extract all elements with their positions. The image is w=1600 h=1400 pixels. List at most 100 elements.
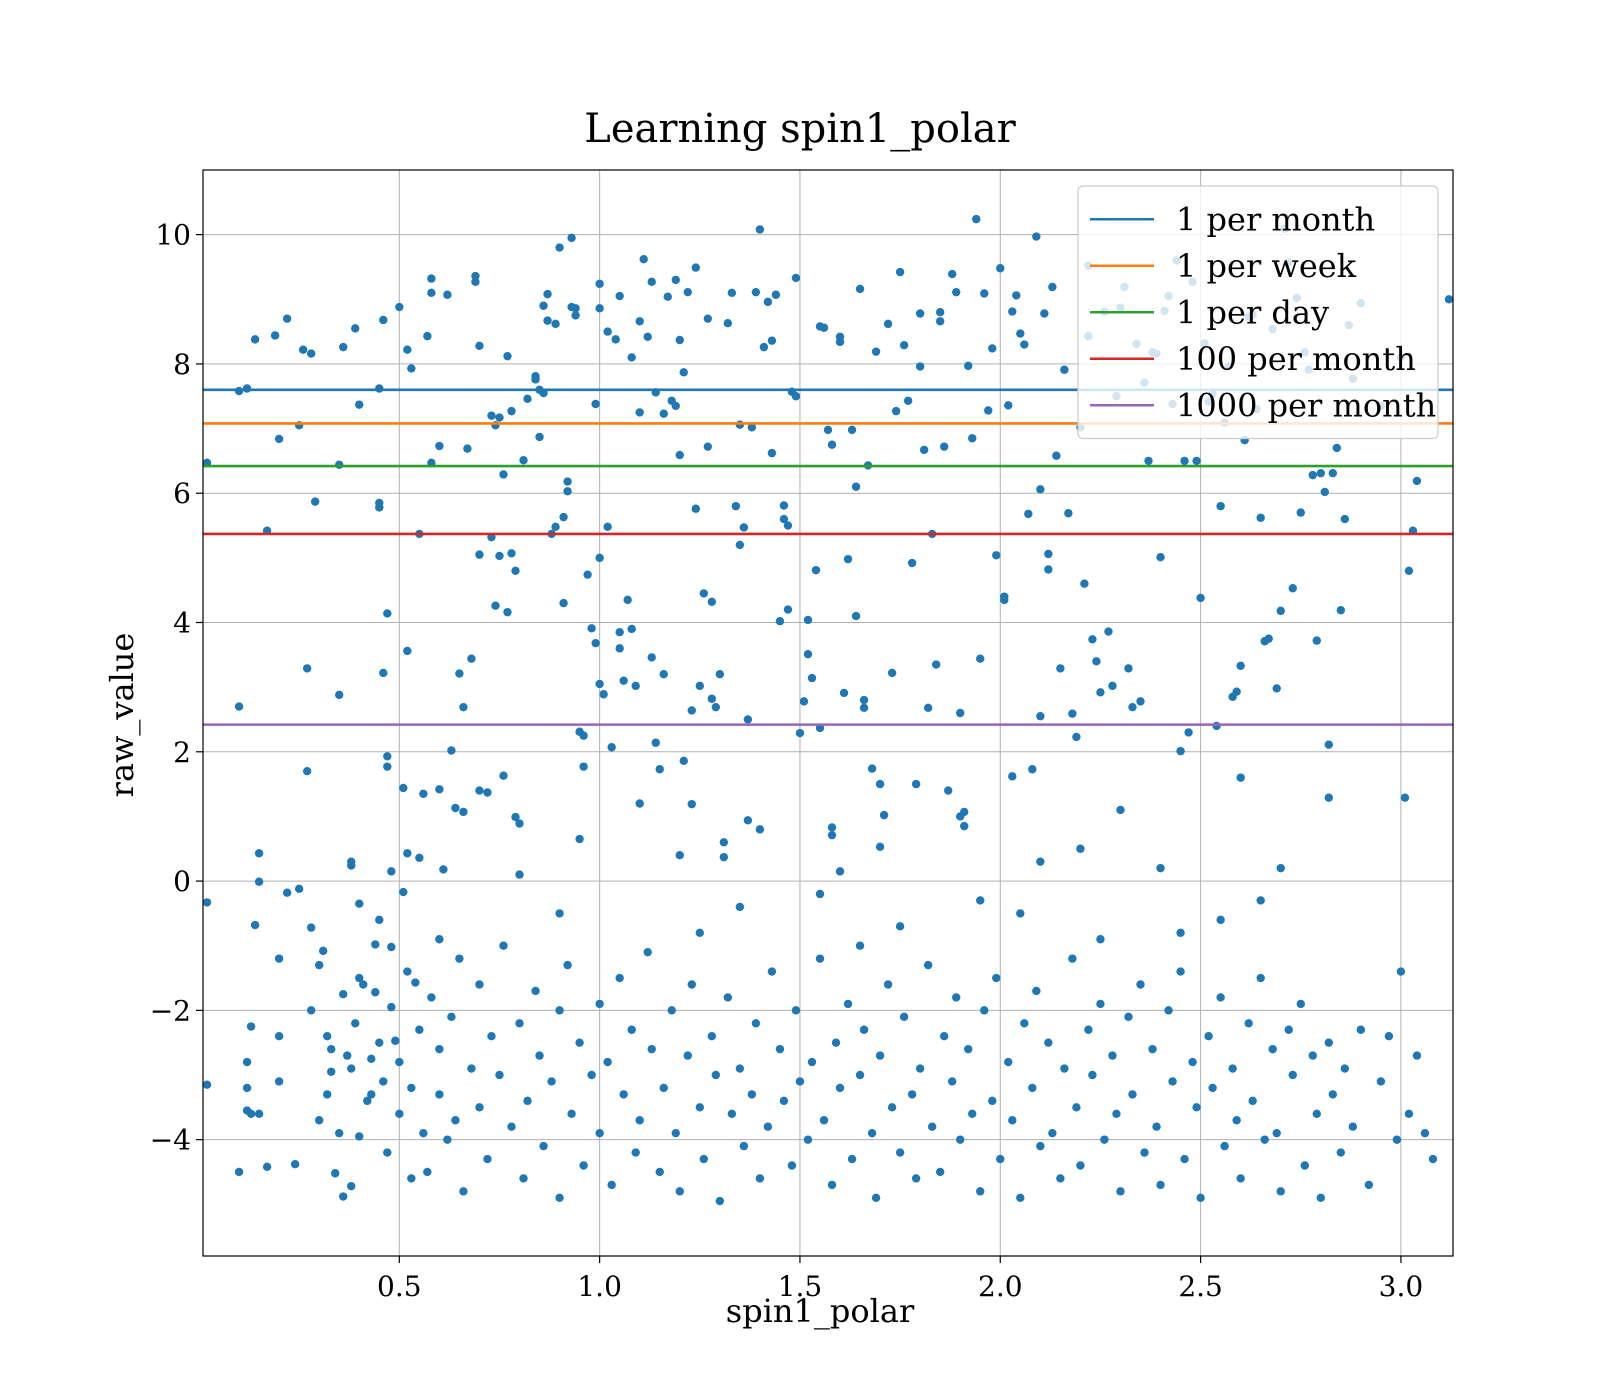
- scatter-point: [262, 1162, 272, 1171]
- scatter-point: [234, 1167, 244, 1177]
- scatter-point: [675, 1187, 684, 1196]
- scatter-point: [871, 347, 881, 356]
- scatter-point: [1020, 340, 1029, 349]
- scatter-point: [667, 1006, 676, 1015]
- scatter-point: [719, 838, 729, 847]
- scatter-point: [775, 617, 785, 626]
- scatter-point: [915, 1064, 925, 1073]
- scatter-point: [675, 335, 684, 345]
- scatter-point: [603, 522, 612, 532]
- scatter-point: [1276, 606, 1285, 616]
- scatter-point: [603, 1057, 612, 1067]
- scatter-point: [447, 1012, 456, 1022]
- scatter-point: [943, 786, 953, 795]
- scatter-point: [274, 1032, 284, 1041]
- scatter-point: [419, 1128, 428, 1138]
- scatter-point: [1412, 476, 1422, 486]
- scatter-point: [579, 731, 588, 740]
- scatter-point: [791, 273, 801, 283]
- scatter-point: [383, 752, 392, 761]
- scatter-point: [747, 423, 757, 432]
- scatter-point: [643, 947, 652, 957]
- scatter-point: [1076, 1161, 1085, 1170]
- scatter-point: [539, 1141, 548, 1151]
- scatter-point: [643, 332, 652, 341]
- scatter-point: [859, 1025, 869, 1034]
- scatter-point: [1084, 1025, 1093, 1034]
- scatter-point: [615, 644, 624, 653]
- scatter-point: [351, 324, 360, 333]
- scatter-point: [984, 406, 993, 415]
- scatter-point: [427, 993, 436, 1002]
- scatter-point: [1068, 954, 1077, 963]
- scatter-point: [503, 607, 512, 617]
- scatter-point: [651, 738, 660, 747]
- scatter-point: [839, 688, 849, 698]
- scatter-point: [755, 225, 765, 234]
- scatter-point: [555, 909, 564, 918]
- scatter-point: [899, 1012, 909, 1022]
- scatter-point: [1296, 999, 1305, 1009]
- scatter-point: [683, 287, 692, 297]
- scatter-point: [647, 653, 656, 662]
- scatter-point: [407, 364, 416, 373]
- scatter-point: [659, 1083, 668, 1093]
- scatter-point: [451, 1116, 460, 1125]
- scatter-point: [996, 264, 1005, 273]
- scatter-point: [543, 289, 552, 299]
- scatter-point: [551, 319, 560, 329]
- scatter-point: [1088, 1070, 1097, 1080]
- scatter-point: [403, 345, 412, 354]
- scatter-point: [306, 923, 316, 932]
- scatter-point: [459, 1187, 468, 1196]
- scatter-point: [375, 1038, 384, 1047]
- scatter-point: [302, 664, 312, 673]
- scatter-point: [956, 708, 965, 718]
- scatter-point: [1232, 1116, 1241, 1125]
- scatter-point: [379, 668, 388, 678]
- scatter-point: [399, 783, 408, 793]
- y-axis-ticks: −4 −2 0 2 4 6 8 10: [150, 219, 203, 1157]
- scatter-point: [1204, 1032, 1213, 1041]
- scatter-point: [395, 1109, 404, 1118]
- scatter-point: [335, 1128, 344, 1138]
- scatter-point: [306, 349, 316, 358]
- scatter-point: [495, 413, 504, 422]
- scatter-point: [1356, 1025, 1366, 1034]
- scatter-point: [803, 615, 813, 625]
- scatter-point: [671, 401, 680, 411]
- scatter-point: [298, 345, 308, 354]
- scatter-point: [1316, 1193, 1325, 1203]
- scatter-point: [1324, 1038, 1334, 1047]
- scatter-point: [956, 1135, 965, 1144]
- scatter-point: [960, 821, 969, 831]
- scatter-point: [968, 434, 977, 443]
- y-tick-label: 10: [155, 219, 191, 252]
- scatter-point: [339, 1192, 348, 1201]
- scatter-point: [655, 1167, 664, 1177]
- scatter-point: [459, 702, 468, 712]
- scatter-point: [1256, 513, 1265, 522]
- scatter-point: [387, 867, 396, 876]
- scatter-point: [1096, 935, 1105, 944]
- scatter-point: [1116, 805, 1125, 815]
- scatter-point: [803, 649, 813, 659]
- scatter-point: [1072, 732, 1081, 742]
- scatter-point: [1192, 456, 1201, 466]
- scatter-point: [515, 870, 524, 879]
- scatter-point: [1232, 687, 1241, 696]
- scatter-point: [1264, 634, 1273, 643]
- scatter-point: [1148, 1044, 1157, 1054]
- scatter-point: [455, 669, 464, 678]
- scatter-point: [294, 884, 304, 894]
- scatter-point: [511, 566, 520, 575]
- scatter-point: [595, 1128, 604, 1138]
- scatter-point: [242, 1057, 252, 1067]
- scatter-point: [507, 1122, 516, 1131]
- scatter-point: [355, 1132, 364, 1141]
- scatter-point: [1104, 627, 1113, 636]
- scatter-point: [443, 1135, 452, 1144]
- scatter-point: [835, 867, 845, 876]
- scatter-point: [383, 609, 392, 618]
- scatter-point: [567, 1109, 576, 1118]
